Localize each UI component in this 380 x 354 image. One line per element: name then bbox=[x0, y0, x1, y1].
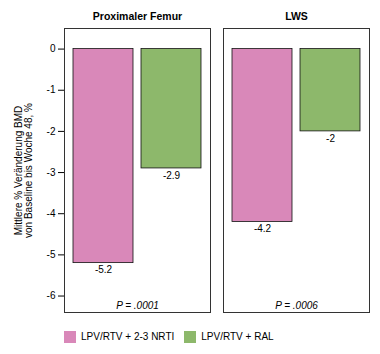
svg-text:-6: -6 bbox=[47, 290, 56, 301]
svg-text:LWS: LWS bbox=[285, 10, 308, 22]
svg-text:Mittlere % Veränderung BMDvon: Mittlere % Veränderung BMDvon Baseline b… bbox=[13, 103, 34, 238]
svg-text:-5.2: -5.2 bbox=[95, 264, 113, 275]
html-text:LPV/RTV + RAL: LPV/RTV + RAL bbox=[201, 331, 274, 342]
svg-text:-4: -4 bbox=[47, 208, 56, 219]
svg-text:-2: -2 bbox=[326, 132, 335, 143]
svg-text:P = .0006: P = .0006 bbox=[275, 300, 318, 311]
svg-text:-3: -3 bbox=[47, 167, 56, 178]
svg-text:-2.9: -2.9 bbox=[163, 170, 181, 181]
svg-text:-5: -5 bbox=[47, 249, 56, 260]
svg-text:-1: -1 bbox=[47, 84, 56, 95]
svg-text:0: 0 bbox=[50, 43, 56, 54]
svg-text:P = .0001: P = .0001 bbox=[116, 300, 159, 311]
svg-text:-2: -2 bbox=[47, 126, 56, 137]
html-text:LPV/RTV + 2-3 NRTI: LPV/RTV + 2-3 NRTI bbox=[81, 331, 175, 342]
svg-text:-4.2: -4.2 bbox=[254, 223, 272, 234]
svg-text:Proximaler Femur: Proximaler Femur bbox=[93, 10, 182, 22]
